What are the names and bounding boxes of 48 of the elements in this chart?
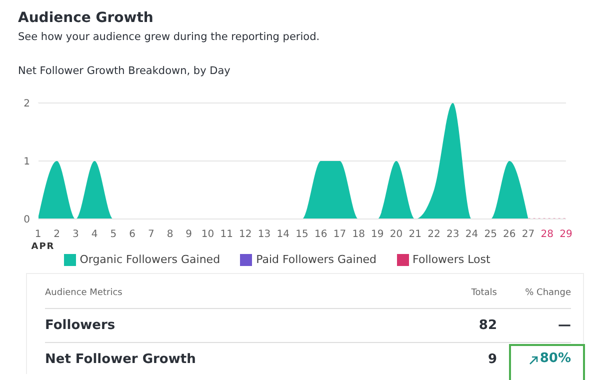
text: Net Follower Growth Breakdown, by Day	[18, 65, 230, 77]
text: 9	[488, 352, 497, 367]
text: 80%	[540, 351, 571, 366]
x-tick-label: 19	[371, 229, 384, 240]
x-tick-label: 4	[91, 229, 98, 240]
x-tick-label: 21	[408, 229, 422, 240]
legend-label: Paid Followers Gained	[256, 253, 377, 266]
x-tick-label: 14	[276, 229, 290, 240]
x-tick-label: 13	[258, 229, 271, 240]
legend-label: Followers Lost	[412, 253, 490, 266]
x-tick-label: 28	[540, 229, 554, 240]
x-tick-label: 27	[522, 229, 535, 240]
x-tick-label: 25	[484, 229, 497, 240]
text: —	[558, 318, 571, 333]
x-tick-label: 5	[110, 229, 117, 240]
x-tick-label: 1	[34, 229, 42, 240]
text: % Change	[525, 288, 571, 298]
text: Followers	[45, 318, 116, 333]
y-tick-label: 1	[24, 156, 30, 168]
x-tick-label: 16	[314, 229, 328, 240]
legend-label: Organic Followers Gained	[80, 253, 220, 266]
text: Audience Metrics	[45, 288, 122, 298]
x-tick-label: 29	[560, 229, 572, 240]
x-tick-label: 3	[72, 229, 79, 240]
x-tick-label: 15	[296, 229, 308, 240]
text: Net Follower Growth	[45, 352, 196, 367]
x-tick-label: 7	[148, 229, 154, 240]
y-tick-label: 0	[24, 214, 30, 226]
x-tick-label: 26	[503, 229, 516, 240]
x-tick-label: 8	[166, 229, 174, 240]
x-tick-label: 2	[54, 229, 60, 240]
text: Totals	[471, 288, 497, 298]
x-tick-label: 6	[129, 229, 136, 240]
chart-subtitle: See how your audience grew during the reporting period.	[18, 31, 320, 43]
chart-title: Audience Growth	[18, 10, 154, 26]
x-tick-label: 10	[201, 229, 214, 240]
x-tick-label: 22	[428, 229, 440, 240]
x-tick-label: 9	[186, 229, 192, 240]
x-tick-label: 17	[333, 229, 346, 240]
x-axis-title: APR	[31, 242, 55, 252]
y-tick-label: 2	[24, 98, 30, 110]
x-tick-label: 12	[239, 229, 252, 240]
x-tick-label: 24	[465, 229, 478, 240]
x-tick-label: 23	[446, 229, 460, 240]
text: 82	[478, 318, 497, 333]
x-tick-label: 11	[220, 229, 233, 240]
x-tick-label: 20	[390, 229, 403, 240]
x-tick-label: 18	[352, 229, 365, 240]
